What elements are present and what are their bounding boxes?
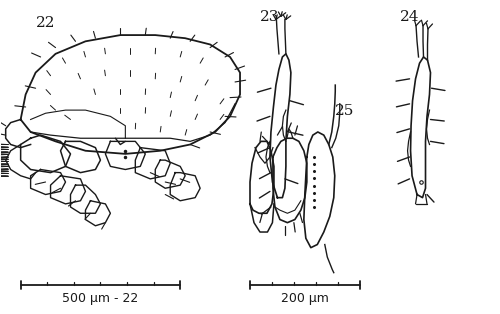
Text: 24: 24 <box>400 10 419 24</box>
Text: 22: 22 <box>36 16 55 30</box>
Text: 200 μm: 200 μm <box>281 292 329 306</box>
Text: 23: 23 <box>260 10 280 24</box>
Text: 500 μm - 22: 500 μm - 22 <box>62 292 138 306</box>
Text: 25: 25 <box>335 104 354 118</box>
